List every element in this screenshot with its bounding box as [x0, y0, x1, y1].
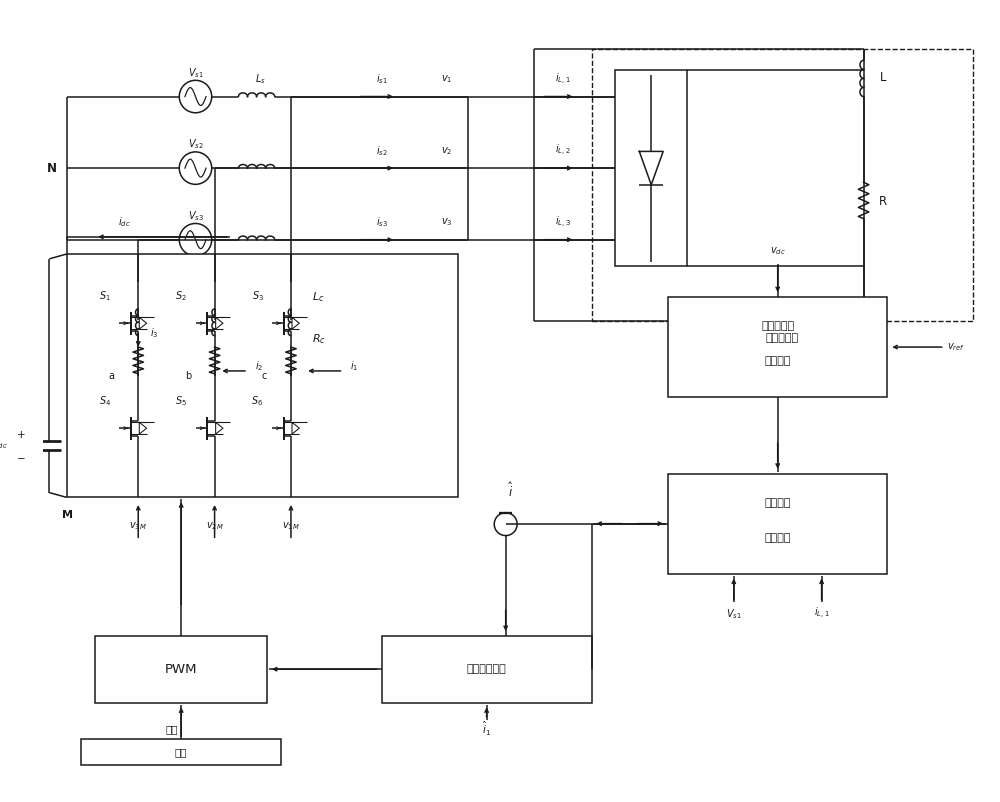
Text: $i_{dc}$: $i_{dc}$ [118, 216, 130, 229]
Text: PWM: PWM [165, 662, 197, 676]
Text: $v_{ref}$: $v_{ref}$ [947, 341, 965, 353]
Text: a: a [109, 371, 115, 381]
Text: L: L [879, 71, 886, 84]
Text: $i_{L,1}$: $i_{L,1}$ [814, 606, 829, 622]
Text: c: c [262, 371, 267, 381]
Text: 载波: 载波 [175, 747, 187, 757]
Text: $S_6$: $S_6$ [251, 395, 264, 408]
Text: M: M [62, 509, 73, 520]
Text: $S_2$: $S_2$ [175, 290, 187, 303]
Text: $S_1$: $S_1$ [99, 290, 111, 303]
Text: $V_{s1}$: $V_{s1}$ [188, 66, 203, 79]
Bar [615, 70, 687, 266]
Text: $i_{s1}$: $i_{s1}$ [376, 72, 388, 87]
Text: +: + [17, 430, 25, 439]
Text: $v_3$: $v_3$ [441, 217, 452, 229]
Text: $v_2$: $v_2$ [441, 145, 452, 157]
Text: $R_c$: $R_c$ [312, 333, 326, 346]
Text: $S_3$: $S_3$ [252, 290, 264, 303]
Text: $i_1$: $i_1$ [350, 359, 358, 373]
Text: $\hat{i}_1$: $\hat{i}_1$ [482, 720, 491, 739]
Bar [81, 739, 281, 764]
Text: 直流侧电压: 直流侧电压 [761, 321, 794, 331]
Text: $V_{s3}$: $V_{s3}$ [188, 209, 203, 223]
Text: $i_2$: $i_2$ [255, 359, 263, 373]
Text: $i_{s2}$: $i_{s2}$ [376, 144, 388, 158]
Text: $v_{dc}$: $v_{dc}$ [770, 245, 786, 257]
Text: $V_{s1}$: $V_{s1}$ [726, 607, 742, 621]
Text: N: N [47, 162, 57, 175]
Text: 载波: 载波 [165, 724, 178, 735]
Bar [668, 297, 887, 397]
Text: $v_{1M}$: $v_{1M}$ [282, 520, 300, 532]
Text: $v_{dc}$: $v_{dc}$ [0, 439, 8, 452]
Text: $i_{L,3}$: $i_{L,3}$ [555, 215, 571, 230]
Text: $i_{L,1}$: $i_{L,1}$ [555, 72, 571, 87]
Bar [95, 636, 267, 703]
Text: $V_{s2}$: $V_{s2}$ [188, 137, 203, 151]
Text: b: b [185, 371, 191, 381]
Text: $i_3$: $i_3$ [150, 326, 158, 340]
Text: $\hat{i}$: $\hat{i}$ [508, 481, 513, 500]
Bar [668, 473, 887, 573]
Bar [592, 49, 973, 321]
Text: $v_1$: $v_1$ [441, 74, 452, 85]
Text: $S_4$: $S_4$ [99, 395, 111, 408]
Text: 非线性负载: 非线性负载 [766, 333, 799, 343]
Text: $v_{2M}$: $v_{2M}$ [206, 520, 223, 532]
Text: 谐波电流: 谐波电流 [764, 498, 791, 508]
Text: $-$: $-$ [16, 452, 26, 462]
Text: R: R [879, 195, 887, 208]
Bar [67, 254, 458, 497]
Text: $i_{s3}$: $i_{s3}$ [376, 216, 388, 229]
Text: $v_{3M}$: $v_{3M}$ [129, 520, 147, 532]
Bar [382, 636, 592, 703]
Text: $L_c$: $L_c$ [312, 290, 324, 304]
Text: 检测模块: 检测模块 [764, 533, 791, 543]
Text: 调节模块: 调节模块 [764, 356, 791, 367]
Text: $L_s$: $L_s$ [255, 72, 266, 87]
Text: $S_5$: $S_5$ [175, 395, 187, 408]
Text: 电流控制系统: 电流控制系统 [467, 664, 506, 674]
Text: $i_{L,2}$: $i_{L,2}$ [555, 144, 571, 159]
